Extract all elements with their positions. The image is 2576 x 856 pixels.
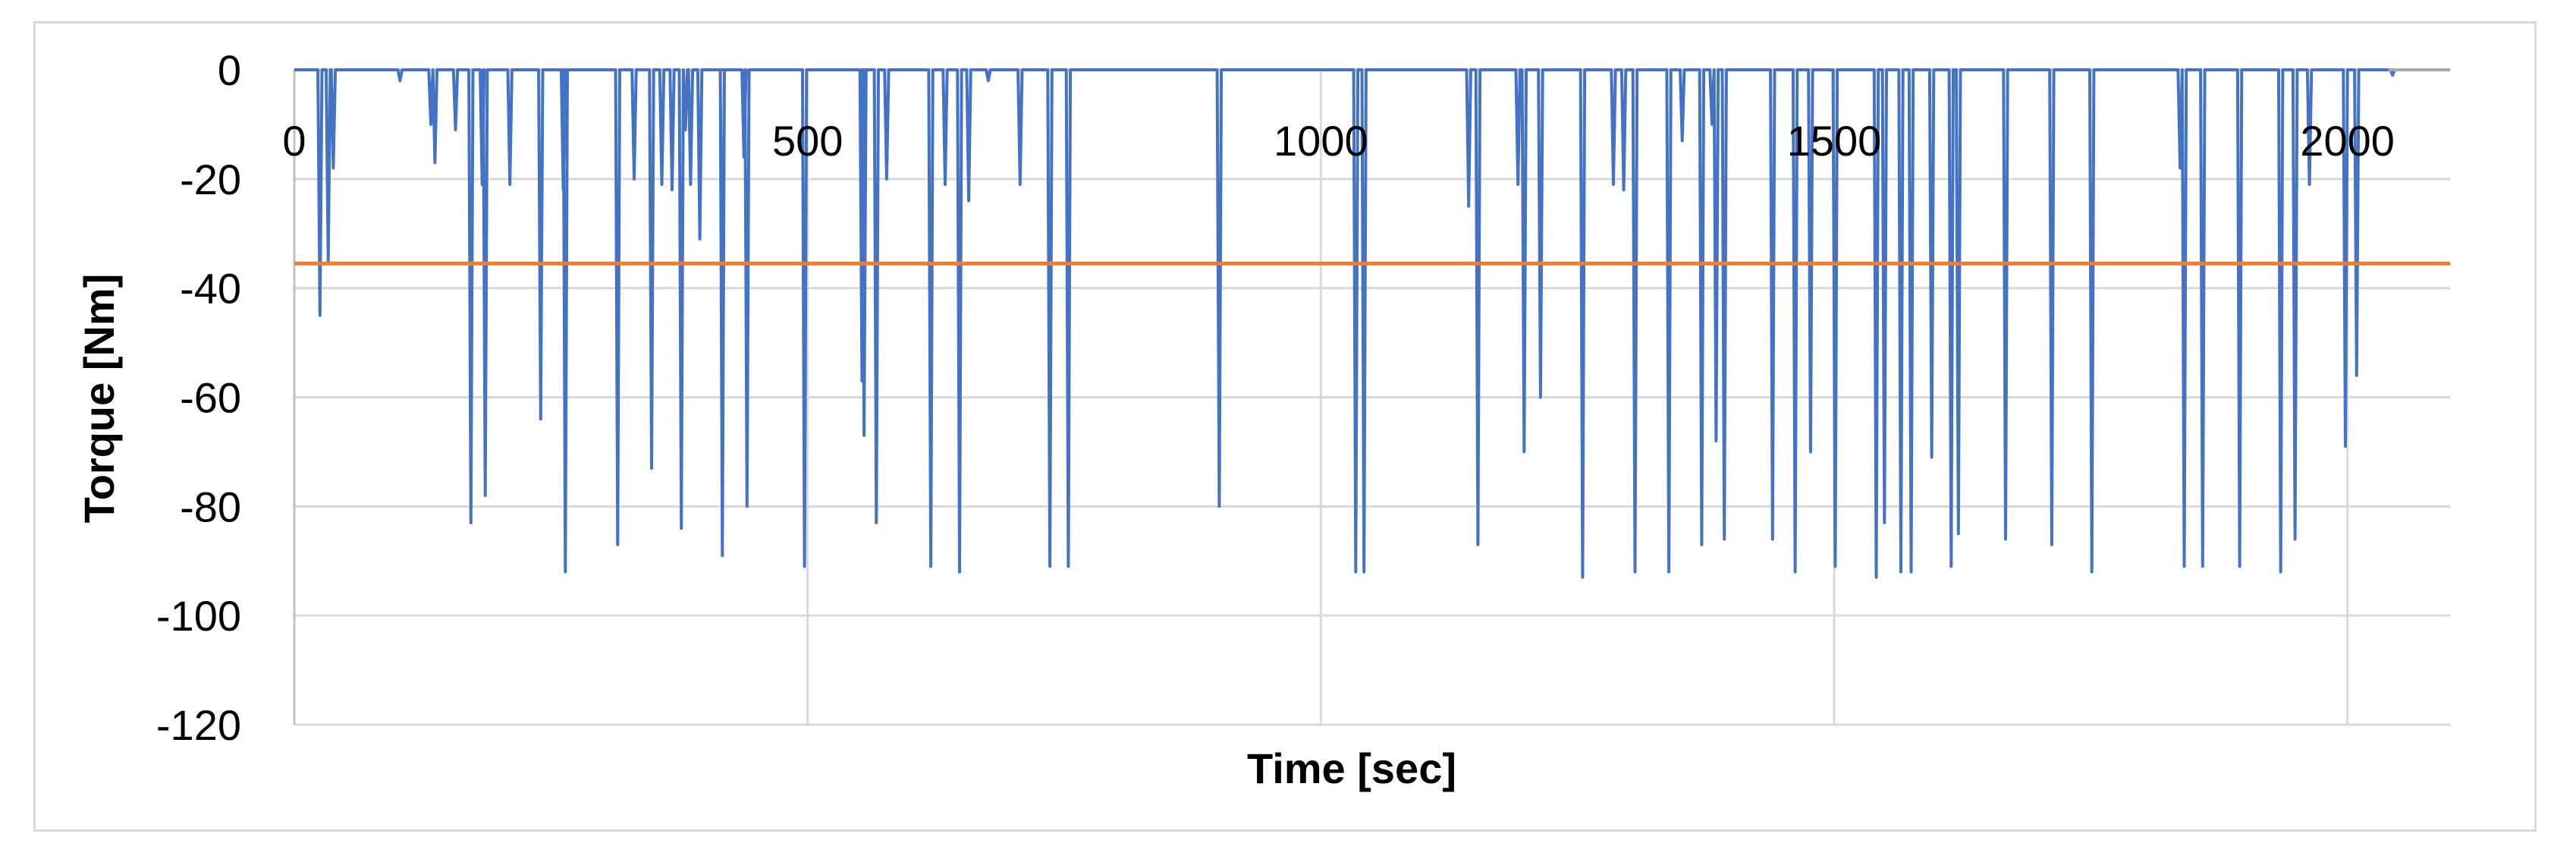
x-tick-label: 1500 [1787,117,1882,165]
x-tick-label: 0 [282,117,306,165]
x-axis-ticks: 0 500 1000 1500 2000 [282,117,2395,165]
x-tick-label: 2000 [2300,117,2395,165]
chart-frame [33,21,2537,832]
x-tick-label: 1000 [1274,117,1368,165]
x-tick-label: 500 [772,117,843,165]
y-axis-ticks: 0 -20 -40 -60 -80 -100 -120 [156,46,241,749]
y-tick-label: -120 [156,701,241,749]
y-tick-label: -40 [180,265,241,313]
x-axis-title: Time [sec] [1247,744,1456,792]
series-layer [294,68,2450,579]
y-tick-label: 0 [218,46,241,94]
y-tick-label: -60 [180,374,241,422]
y-axis-title: Torque [Nm] [75,274,123,524]
y-tick-label: -80 [180,483,241,530]
torque-series-line [294,68,2396,579]
y-tick-label: -20 [180,156,241,203]
y-tick-label: -100 [156,592,241,640]
